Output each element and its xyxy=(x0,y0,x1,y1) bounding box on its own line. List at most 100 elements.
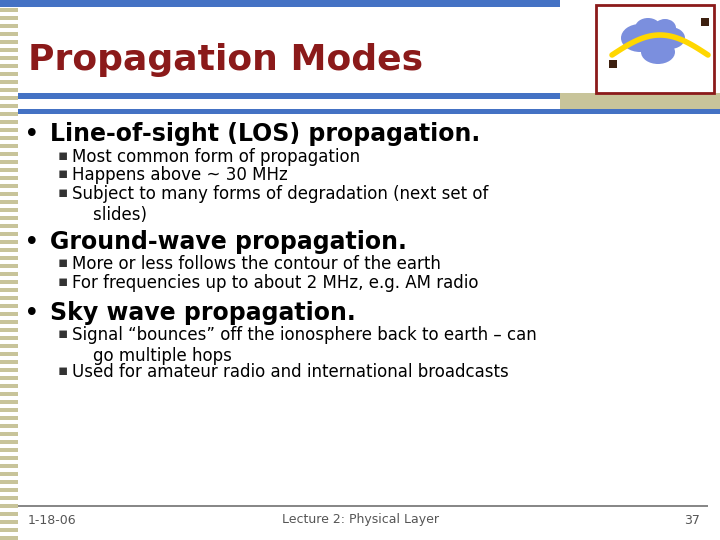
Bar xyxy=(0,440,18,444)
Bar xyxy=(0,456,18,460)
Bar xyxy=(0,68,18,72)
Bar xyxy=(0,100,18,104)
Bar xyxy=(0,452,18,456)
Bar xyxy=(0,256,18,260)
Bar xyxy=(0,380,18,384)
Text: Used for amateur radio and international broadcasts: Used for amateur radio and international… xyxy=(72,363,509,381)
Bar xyxy=(0,384,18,388)
Bar xyxy=(0,168,18,172)
Bar xyxy=(0,120,18,124)
Bar xyxy=(0,272,18,276)
Bar xyxy=(0,48,18,52)
Bar xyxy=(0,84,18,88)
Bar xyxy=(0,24,18,28)
Bar xyxy=(701,18,709,26)
Bar xyxy=(0,136,18,140)
Bar xyxy=(0,388,18,392)
Bar xyxy=(0,44,18,48)
Bar xyxy=(0,248,18,252)
Text: 1-18-06: 1-18-06 xyxy=(28,514,76,526)
Bar xyxy=(0,172,18,176)
Bar xyxy=(0,368,18,372)
Text: ▪: ▪ xyxy=(58,255,68,271)
Bar xyxy=(0,476,18,480)
Bar xyxy=(0,96,18,100)
Bar xyxy=(0,532,18,536)
Text: Ground-wave propagation.: Ground-wave propagation. xyxy=(50,230,407,254)
Text: •: • xyxy=(24,230,40,256)
Bar xyxy=(0,236,18,240)
Bar xyxy=(0,60,18,64)
Bar xyxy=(0,128,18,132)
Bar xyxy=(0,344,18,348)
Bar xyxy=(0,468,18,472)
Ellipse shape xyxy=(621,24,659,52)
Bar xyxy=(0,144,18,148)
Bar xyxy=(0,312,18,316)
Bar xyxy=(0,160,18,164)
Bar xyxy=(0,196,18,200)
Bar xyxy=(0,528,18,532)
Bar xyxy=(0,180,18,184)
Bar xyxy=(0,20,18,24)
Bar xyxy=(0,164,18,168)
Bar xyxy=(0,500,18,504)
Bar xyxy=(0,52,18,56)
Text: ▪: ▪ xyxy=(58,185,68,200)
Bar xyxy=(0,308,18,312)
Bar xyxy=(0,16,18,20)
Bar xyxy=(0,56,18,60)
Bar xyxy=(0,300,18,304)
Bar xyxy=(0,372,18,376)
Text: ▪: ▪ xyxy=(58,166,68,181)
Bar xyxy=(0,332,18,336)
Bar xyxy=(0,488,18,492)
Text: ▪: ▪ xyxy=(58,147,68,163)
Text: Propagation Modes: Propagation Modes xyxy=(28,43,423,77)
Bar xyxy=(609,60,617,68)
Bar xyxy=(0,408,18,412)
Bar xyxy=(0,124,18,128)
Bar xyxy=(0,412,18,416)
Bar xyxy=(0,240,18,244)
Bar xyxy=(0,520,18,524)
Bar xyxy=(0,8,18,12)
Text: •: • xyxy=(24,122,40,148)
Bar xyxy=(0,356,18,360)
Bar xyxy=(0,504,18,508)
Bar xyxy=(0,416,18,420)
Bar xyxy=(0,324,18,328)
Ellipse shape xyxy=(655,27,685,49)
Bar xyxy=(0,420,18,424)
Bar xyxy=(0,212,18,216)
Bar xyxy=(0,424,18,428)
Text: ▪: ▪ xyxy=(58,363,68,379)
Text: Most common form of propagation: Most common form of propagation xyxy=(72,147,360,165)
Bar xyxy=(0,80,18,84)
Bar xyxy=(560,93,720,113)
Bar xyxy=(0,316,18,320)
Bar xyxy=(0,288,18,292)
Bar xyxy=(0,156,18,160)
Bar xyxy=(0,260,18,264)
Bar xyxy=(0,280,18,284)
Bar xyxy=(0,252,18,256)
Bar xyxy=(0,116,18,120)
Bar xyxy=(0,40,18,44)
Bar xyxy=(18,505,708,507)
Bar xyxy=(0,296,18,300)
Bar xyxy=(0,216,18,220)
Bar xyxy=(0,244,18,248)
Bar xyxy=(560,99,720,111)
Bar xyxy=(0,320,18,324)
Bar xyxy=(0,516,18,520)
Bar xyxy=(0,352,18,356)
Bar xyxy=(0,428,18,432)
Ellipse shape xyxy=(635,18,661,38)
Bar xyxy=(0,36,18,40)
Text: 37: 37 xyxy=(684,514,700,526)
Bar xyxy=(0,276,18,280)
Bar xyxy=(0,484,18,488)
Bar xyxy=(0,176,18,180)
Text: Happens above ~ 30 MHz: Happens above ~ 30 MHz xyxy=(72,166,288,184)
